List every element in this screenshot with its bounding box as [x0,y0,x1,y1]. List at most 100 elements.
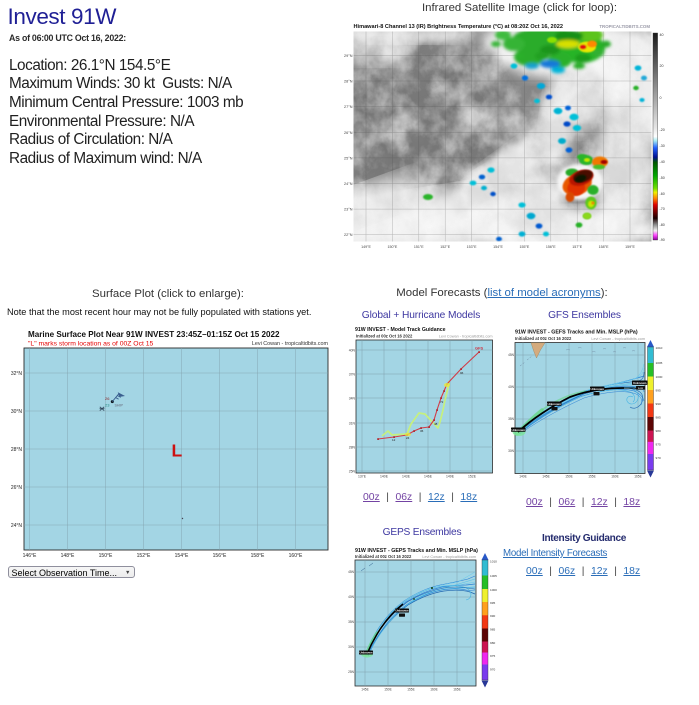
svg-text:Unknown: Unknown [590,387,604,391]
svg-text:25N: 25N [348,670,355,674]
svg-text:152E: 152E [468,475,477,479]
svg-text:24: 24 [406,436,410,440]
svg-text:31N: 31N [349,421,356,425]
svg-text:-70: -70 [660,207,665,211]
svg-text:152°E: 152°E [440,245,450,249]
svg-text:151°E: 151°E [414,245,424,249]
svg-text:40N: 40N [508,385,515,389]
svg-text:Levi Cowan - tropicaltidbits.c: Levi Cowan - tropicaltidbits.com [439,335,493,339]
svg-text:24°N: 24°N [11,523,23,529]
svg-text:25N: 25N [349,469,356,473]
svg-text:25°N: 25°N [344,156,353,160]
svg-text:26°N: 26°N [11,485,23,491]
svg-text:154°E: 154°E [493,245,503,249]
svg-text:155E: 155E [588,475,595,479]
svg-text:165E: 165E [634,475,641,479]
svg-text:-20: -20 [660,128,665,132]
svg-text:149°E: 149°E [361,245,371,249]
svg-text:137E: 137E [358,475,367,479]
svg-text:28°N: 28°N [11,447,23,453]
svg-text:155E: 155E [407,688,414,692]
svg-text:156°E: 156°E [213,553,227,559]
svg-text:30N: 30N [508,449,515,453]
svg-text:23°N: 23°N [344,208,353,212]
svg-text:TROPICALTIDBITS.COM: TROPICALTIDBITS.COM [599,24,650,29]
svg-text:150E: 150E [384,688,391,692]
svg-text:24°N: 24°N [344,182,353,186]
svg-text:45N: 45N [348,570,355,574]
svg-text:155°E: 155°E [519,245,529,249]
svg-text:91W INVEST - Model Track Guida: 91W INVEST - Model Track Guidance [355,327,446,333]
svg-text:-80: -80 [660,223,665,227]
svg-text:Initialized at 00z Oct 16 2022: Initialized at 00z Oct 16 2022 [356,334,413,339]
svg-text:40N: 40N [348,595,355,599]
svg-text:27°N: 27°N [344,105,353,109]
svg-text:980: 980 [656,429,661,433]
svg-text:159°E: 159°E [625,245,635,249]
svg-text:158°E: 158°E [251,553,265,559]
svg-text:1005: 1005 [490,574,497,578]
svg-text:91W INVEST - GEPS Tracks and M: 91W INVEST - GEPS Tracks and Min. MSLP (… [355,548,478,554]
svg-text:-60: -60 [660,192,665,196]
svg-text:72: 72 [440,400,444,404]
svg-text:48: 48 [434,422,438,426]
svg-text:Levi Cowan - tropicaltidbits.c: Levi Cowan - tropicaltidbits.com [422,555,476,559]
svg-text:28N: 28N [349,445,356,449]
svg-text:157°E: 157°E [572,245,582,249]
svg-text:Unknown: Unknown [633,381,647,385]
svg-text:26°N: 26°N [344,131,353,135]
svg-text:96: 96 [460,371,464,375]
svg-text:995: 995 [490,601,495,605]
svg-text:Initialized at 00z Oct 16 2022: Initialized at 00z Oct 16 2022 [355,554,412,559]
svg-text:1000: 1000 [490,588,497,592]
svg-text:160E: 160E [611,475,618,479]
svg-text:970: 970 [656,456,661,460]
svg-text:40: 40 [660,33,664,37]
svg-text:32°N: 32°N [11,371,23,377]
svg-text:985: 985 [490,628,495,632]
svg-text:Marine Surface Plot Near 91W I: Marine Surface Plot Near 91W INVEST 23:4… [28,330,280,339]
svg-text:145E: 145E [361,688,368,692]
svg-text:150E: 150E [565,475,572,479]
svg-text:1005: 1005 [656,361,663,365]
svg-text:1010: 1010 [656,346,663,350]
svg-text:SHIP: SHIP [115,404,124,408]
svg-text:"L" marks storm location as of: "L" marks storm location as of 00Z Oct 1… [28,341,154,348]
svg-text:995: 995 [656,389,661,393]
svg-text:0: 0 [660,96,662,100]
svg-text:153°E: 153°E [467,245,477,249]
svg-text:30N: 30N [348,645,355,649]
svg-text:149E: 149E [446,475,455,479]
svg-text:158°E: 158°E [599,245,609,249]
svg-text:22°N: 22°N [344,233,353,237]
svg-text:160E: 160E [430,688,437,692]
svg-text:154°E: 154°E [175,553,189,559]
svg-text:150°E: 150°E [99,553,113,559]
svg-text:36: 36 [420,429,424,433]
svg-text:23: 23 [105,403,110,408]
svg-text:40N: 40N [349,348,356,352]
svg-text:1010: 1010 [490,560,497,564]
svg-text:146E: 146E [424,475,433,479]
svg-text:L: L [172,441,183,461]
svg-text:150°E: 150°E [387,245,397,249]
svg-text:91W INVEST - GEFS Tracks and M: 91W INVEST - GEFS Tracks and Min. MSLP (… [515,330,638,336]
svg-text:Unknown: Unknown [395,609,408,613]
svg-text:29°N: 29°N [344,54,353,58]
svg-text:Unknown: Unknown [359,651,372,655]
svg-text:-30: -30 [660,144,665,148]
svg-text:20: 20 [660,64,664,68]
svg-text:Himawari-8 Channel 13 (IR) Bri: Himawari-8 Channel 13 (IR) Brightness Te… [354,24,563,30]
svg-text:35N: 35N [508,417,515,421]
svg-text:-40: -40 [660,160,665,164]
svg-text:148°E: 148°E [61,553,75,559]
svg-text:156°E: 156°E [546,245,556,249]
svg-text:975: 975 [490,654,495,658]
svg-text:140E: 140E [519,475,526,479]
svg-text:Initialized at 00z Oct 16 2022: Initialized at 00z Oct 16 2022 [515,336,572,341]
svg-text:152°E: 152°E [137,553,151,559]
svg-text:Unknown: Unknown [547,402,561,406]
svg-text:26: 26 [105,396,110,401]
svg-text:145E: 145E [542,475,549,479]
svg-text:-50: -50 [660,176,665,180]
